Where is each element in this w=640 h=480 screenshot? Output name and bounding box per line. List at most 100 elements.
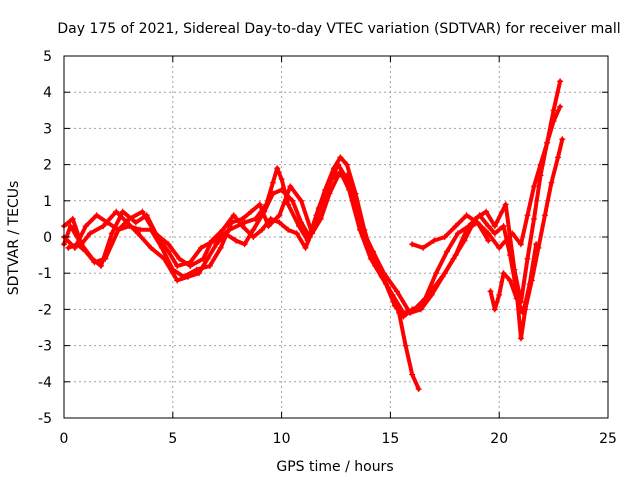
data-point [187, 262, 194, 269]
data-point [326, 190, 333, 197]
data-point [328, 176, 335, 183]
data-point [278, 186, 285, 193]
x-tick-label: 0 [60, 431, 69, 447]
y-tick-label: -5 [38, 411, 52, 427]
data-point [278, 176, 285, 183]
data-point [559, 136, 566, 143]
y-tick-label: -1 [38, 266, 52, 282]
series-track-3 [61, 136, 566, 342]
data-point [309, 230, 316, 237]
data-point [335, 161, 342, 168]
data-point [87, 230, 94, 237]
data-point [126, 223, 133, 230]
data-point [487, 288, 494, 295]
y-axis-label: SDTVAR / TECUs [6, 181, 22, 296]
data-point [250, 226, 257, 233]
data-point [415, 386, 422, 393]
data-point [513, 295, 520, 302]
y-tick-label: -2 [38, 302, 52, 318]
data-point [119, 208, 126, 215]
data-point [337, 154, 344, 161]
data-point [241, 241, 248, 248]
data-point [248, 208, 255, 215]
data-point [82, 248, 89, 255]
data-point [500, 270, 507, 277]
data-point [485, 230, 492, 237]
data-point [298, 197, 305, 204]
data-point [433, 270, 440, 277]
data-point [217, 244, 224, 251]
data-point [158, 244, 165, 251]
data-point [274, 165, 281, 172]
data-point [102, 255, 109, 262]
data-point [208, 237, 215, 244]
data-point [276, 219, 283, 226]
data-point [250, 234, 257, 240]
y-tick-label: 2 [43, 158, 52, 174]
data-point [550, 107, 557, 114]
data-point [285, 226, 292, 233]
series-track-5 [409, 212, 492, 251]
data-point [409, 241, 416, 248]
data-point [524, 212, 531, 219]
data-point [502, 201, 509, 208]
data-point [378, 273, 385, 280]
x-tick-label: 25 [599, 431, 617, 447]
data-point [420, 244, 427, 251]
data-point [485, 237, 492, 244]
data-point [511, 266, 518, 273]
data-layer [61, 78, 566, 393]
data-point [256, 201, 263, 208]
data-point [369, 248, 376, 255]
data-point [219, 226, 226, 233]
data-point [491, 223, 498, 230]
data-point [296, 223, 303, 230]
data-point [74, 241, 81, 248]
data-point [241, 219, 248, 226]
data-point [428, 291, 435, 298]
data-point [541, 212, 548, 219]
data-point [285, 201, 292, 208]
y-tick-label: 3 [43, 121, 52, 137]
data-point [343, 161, 350, 168]
series-track-2 [61, 161, 422, 393]
data-point [393, 288, 400, 295]
data-point [195, 270, 202, 277]
data-point [265, 223, 272, 230]
data-point [180, 273, 187, 280]
data-point [380, 270, 387, 277]
data-point [137, 226, 144, 233]
x-tick-label: 15 [381, 431, 399, 447]
data-point [417, 306, 424, 313]
data-point [287, 183, 294, 190]
data-point [537, 172, 544, 179]
series-track-6 [487, 241, 540, 317]
series-line [62, 162, 421, 391]
data-point [517, 335, 524, 342]
x-axis-label: GPS time / hours [276, 459, 393, 475]
data-point [198, 244, 205, 251]
data-point [507, 277, 514, 284]
x-tick-label: 10 [273, 431, 291, 447]
data-point [409, 371, 416, 378]
data-point [174, 262, 181, 269]
data-point [97, 262, 104, 269]
grid [64, 56, 608, 418]
data-point [389, 291, 396, 298]
data-point [132, 219, 139, 226]
data-point [230, 212, 237, 219]
x-tick-label: 5 [168, 431, 177, 447]
data-point [113, 208, 120, 215]
data-point [531, 183, 538, 190]
data-point [206, 262, 213, 269]
data-point [402, 342, 409, 349]
data-point [269, 190, 276, 197]
data-point [165, 248, 172, 255]
data-point [139, 208, 146, 215]
data-point [474, 219, 481, 226]
y-tick-label: 0 [43, 230, 52, 246]
data-point [108, 230, 115, 237]
data-point [100, 223, 107, 230]
